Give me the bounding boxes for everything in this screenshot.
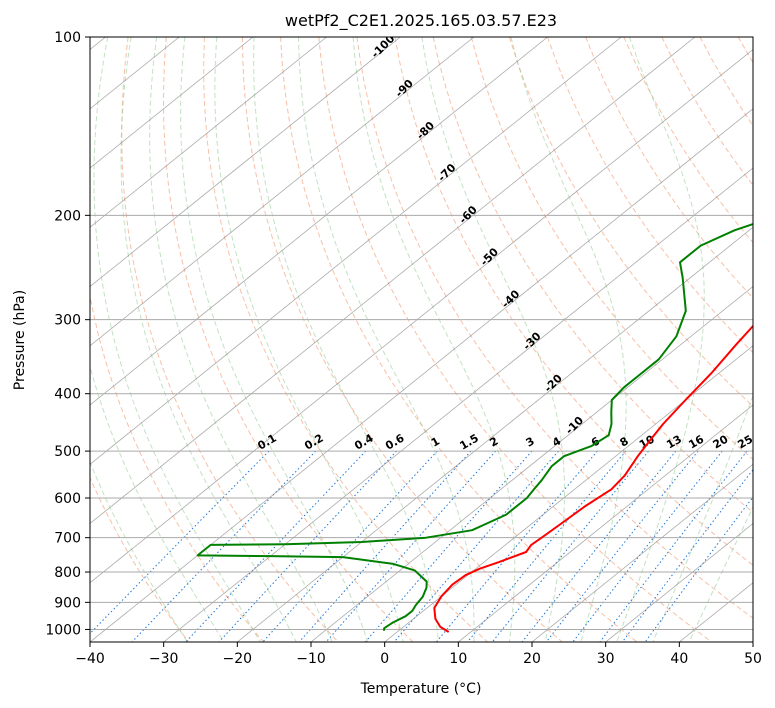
isotherm-line	[90, 37, 696, 525]
moist-adiabat-line	[253, 37, 439, 642]
moist-adiabat-line	[93, 37, 261, 642]
isotherm-line	[90, 108, 753, 642]
isotherm-line	[310, 286, 753, 642]
x-tick-label: 40	[670, 651, 688, 667]
y-tick-label: 700	[54, 531, 81, 547]
x-tick-label: −10	[296, 651, 326, 667]
mixing-ratio-line	[644, 496, 753, 642]
x-tick-label: 30	[597, 651, 615, 667]
dry-adiabat-line	[242, 37, 563, 642]
x-tick-label: −30	[149, 651, 179, 667]
mixing-ratio-line	[90, 450, 270, 635]
mixing-ratio-line	[521, 450, 677, 642]
profile-series	[196, 222, 753, 633]
moist-adiabat-line	[214, 37, 404, 642]
x-tick-label: 50	[744, 651, 762, 667]
isotherm-line	[90, 37, 548, 406]
chart-title: wetPf2_C2E1.2025.165.03.57.E23	[285, 11, 557, 31]
y-tick-label: 500	[54, 444, 81, 460]
y-tick-label: 100	[54, 30, 81, 46]
x-axis-ticks: −40 −30 −20 −10 0 10 20 30 40 50	[75, 642, 762, 667]
dry-adiabat-line	[432, 37, 753, 514]
moist-adiabat-line	[510, 37, 627, 642]
dry-adiabat-line	[356, 37, 753, 619]
mixing-ratio-line	[436, 450, 598, 642]
x-tick-label: 20	[523, 651, 541, 667]
y-tick-label: 600	[54, 491, 81, 507]
mixing-ratio-line	[325, 450, 497, 642]
moist-adiabat-line	[352, 37, 516, 642]
y-tick-label: 200	[54, 208, 81, 224]
mixing-ratio-line	[491, 450, 649, 642]
mixing-ratio-label: 25	[735, 433, 755, 452]
x-axis-label: Temperature (°C)	[360, 681, 482, 697]
isotherm-line	[90, 37, 401, 288]
y-tick-label: 1000	[45, 622, 81, 638]
isotherm-line	[458, 404, 753, 642]
isotherm-line	[90, 37, 475, 347]
x-tick-label: 10	[449, 651, 467, 667]
x-tick-label: −40	[75, 651, 105, 667]
isotherm-line	[90, 37, 622, 465]
y-tick-label: 800	[54, 565, 81, 581]
mixing-ratio-line	[467, 450, 627, 642]
dry-adiabat-line	[121, 37, 339, 642]
mixing-ratio-line	[298, 450, 472, 642]
dry-adiabat-line	[470, 37, 753, 461]
x-tick-label: 0	[380, 651, 389, 667]
isotherm-line	[163, 167, 753, 642]
y-tick-label: 400	[54, 387, 81, 403]
isotherm-line	[90, 37, 254, 169]
y-axis-ticks: 100 200 300 400 500 600 700 800 900 1000	[45, 30, 90, 638]
dewpoint-profile-line	[196, 222, 753, 631]
dry-adiabat-line	[280, 37, 638, 642]
moist-adiabat-line	[298, 37, 475, 642]
moist-adiabat-line	[149, 37, 333, 642]
x-tick-label: −20	[223, 651, 253, 667]
isotherm-line	[531, 463, 753, 642]
dry-adiabat-line	[585, 37, 753, 299]
moist-adiabat-line	[688, 505, 753, 642]
isotherm-line	[90, 37, 327, 228]
plot-frame	[89, 36, 754, 643]
y-tick-label: 300	[54, 313, 81, 329]
moist-adiabat-line	[421, 37, 565, 642]
dry-adiabat-line	[90, 476, 190, 642]
dry-adiabat-line	[203, 37, 488, 642]
isotherm-line	[90, 49, 753, 584]
mixing-ratio-line	[218, 450, 397, 642]
mixing-ratio-line	[262, 450, 438, 642]
mixing-ratio-line	[545, 450, 699, 642]
isotherm-line	[605, 522, 753, 642]
dry-adiabat-line	[318, 37, 713, 642]
isotherm-line	[384, 345, 753, 642]
moist-adiabat-line	[90, 460, 188, 642]
moist-adiabat-line	[652, 394, 753, 642]
y-tick-label: 900	[54, 595, 81, 611]
y-axis-label: Pressure (hPa)	[12, 290, 28, 390]
dry-adiabat-line	[547, 37, 753, 354]
dry-adiabat-line	[394, 37, 753, 566]
temperature-profile-line	[433, 324, 753, 633]
mixing-ratio-line	[572, 450, 723, 642]
